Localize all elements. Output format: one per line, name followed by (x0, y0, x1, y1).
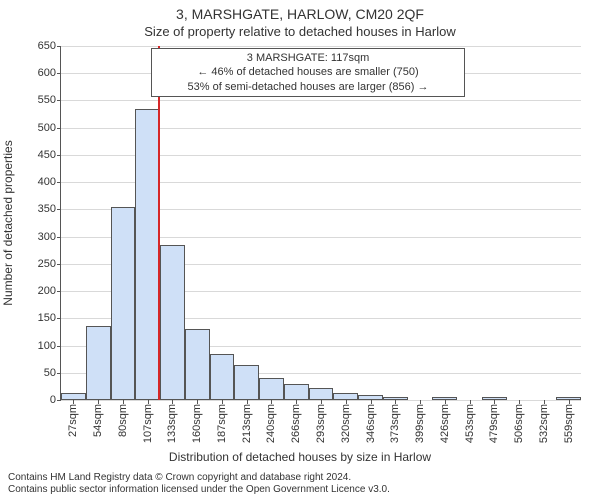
annotation-line3: 53% of semi-detached houses are larger (… (158, 80, 458, 94)
bar (259, 378, 284, 400)
xtick-label: 399sqm (414, 400, 426, 443)
bar (135, 109, 160, 400)
ytick-label: 650 (16, 40, 56, 52)
ytick-mark (57, 155, 61, 156)
ytick-mark (57, 318, 61, 319)
x-axis-label: Distribution of detached houses by size … (0, 450, 600, 464)
ytick-label: 600 (16, 67, 56, 79)
annotation-line1: 3 MARSHGATE: 117sqm (158, 51, 458, 65)
ytick-mark (57, 46, 61, 47)
ytick-label: 300 (16, 231, 56, 243)
ytick-label: 100 (16, 340, 56, 352)
ytick-mark (57, 346, 61, 347)
plot-area: 3 MARSHGATE: 117sqm ← 46% of detached ho… (60, 46, 581, 401)
ytick-mark (57, 73, 61, 74)
ytick-mark (57, 182, 61, 183)
annotation-box: 3 MARSHGATE: 117sqm ← 46% of detached ho… (151, 48, 465, 97)
ytick-mark (57, 291, 61, 292)
chart-title: 3, MARSHGATE, HARLOW, CM20 2QF (0, 6, 600, 22)
ytick-label: 450 (16, 149, 56, 161)
ytick-label: 500 (16, 122, 56, 134)
chart-subtitle: Size of property relative to detached ho… (0, 24, 600, 39)
xtick-label: 240sqm (265, 400, 277, 443)
ytick-mark (57, 128, 61, 129)
xtick-label: 80sqm (117, 400, 129, 437)
ytick-label: 550 (16, 94, 56, 106)
xtick-label: 54sqm (92, 400, 104, 437)
gridline (61, 46, 581, 47)
ytick-mark (57, 373, 61, 374)
footer: Contains HM Land Registry data © Crown c… (8, 472, 390, 496)
ytick-mark (57, 400, 61, 401)
footer-line1: Contains HM Land Registry data © Crown c… (8, 472, 390, 484)
bar (210, 354, 235, 400)
xtick-label: 559sqm (563, 400, 575, 443)
ytick-label: 400 (16, 176, 56, 188)
figure: 3, MARSHGATE, HARLOW, CM20 2QF Size of p… (0, 0, 600, 500)
bar (86, 326, 111, 400)
xtick-label: 373sqm (389, 400, 401, 443)
bar (185, 329, 210, 400)
ytick-label: 350 (16, 203, 56, 215)
bar (111, 207, 136, 400)
ytick-mark (57, 237, 61, 238)
ytick-mark (57, 100, 61, 101)
xtick-label: 133sqm (166, 400, 178, 443)
xtick-label: 213sqm (241, 400, 253, 443)
xtick-label: 346sqm (365, 400, 377, 443)
xtick-label: 27sqm (67, 400, 79, 437)
xtick-label: 479sqm (488, 400, 500, 443)
y-axis-label: Number of detached properties (1, 140, 15, 305)
xtick-label: 506sqm (513, 400, 525, 443)
ytick-label: 50 (16, 367, 56, 379)
ytick-label: 250 (16, 258, 56, 270)
gridline (61, 100, 581, 101)
ytick-mark (57, 264, 61, 265)
reference-line (158, 46, 160, 400)
bar (160, 245, 185, 400)
bar (234, 365, 259, 400)
xtick-label: 293sqm (315, 400, 327, 443)
xtick-label: 453sqm (464, 400, 476, 443)
xtick-label: 426sqm (439, 400, 451, 443)
xtick-label: 532sqm (538, 400, 550, 443)
bar (284, 384, 309, 400)
annotation-line2: ← 46% of detached houses are smaller (75… (158, 65, 458, 79)
xtick-label: 320sqm (340, 400, 352, 443)
xtick-label: 187sqm (216, 400, 228, 443)
bar (309, 388, 334, 400)
xtick-label: 107sqm (142, 400, 154, 443)
ytick-label: 200 (16, 285, 56, 297)
footer-line2: Contains public sector information licen… (8, 484, 390, 496)
ytick-label: 0 (16, 394, 56, 406)
xtick-label: 160sqm (191, 400, 203, 443)
ytick-label: 150 (16, 312, 56, 324)
ytick-mark (57, 209, 61, 210)
xtick-label: 266sqm (290, 400, 302, 443)
